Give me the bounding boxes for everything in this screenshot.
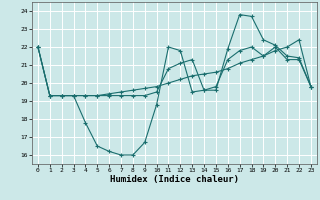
- X-axis label: Humidex (Indice chaleur): Humidex (Indice chaleur): [110, 175, 239, 184]
